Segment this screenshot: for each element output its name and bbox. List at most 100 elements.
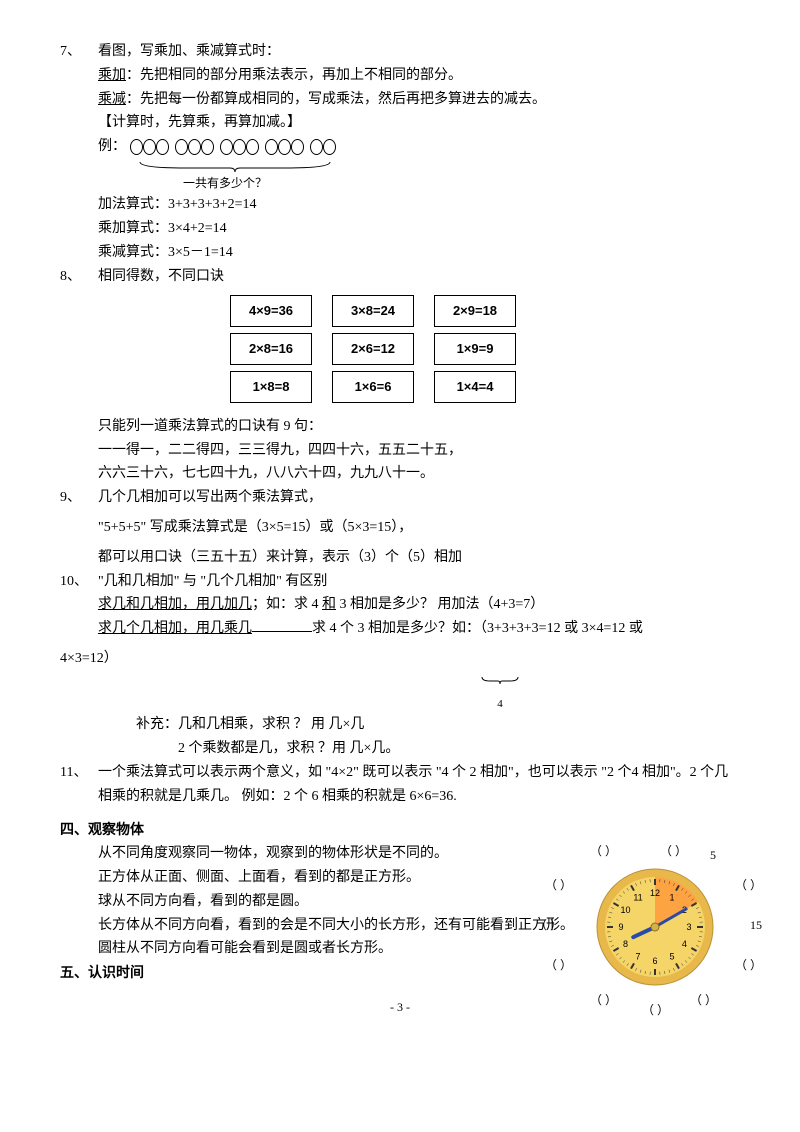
svg-text:4: 4 [682,939,687,949]
clock-p9: （ ） [690,990,717,1010]
eq3: 乘减算式：3×5－1=14 [60,241,740,265]
oval-icon [310,139,323,155]
clock-p7: （ ） [735,955,762,975]
item-9-number: 9、 [60,486,98,510]
item-11: 11、 一个乘法算式可以表示两个意义，如 "4×2" 既可以表示 "4 个 2 … [60,761,740,809]
item-9-line1: "5+5+5" 写成乘法算式是（3×5=15）或（5×3=15）， [60,516,740,540]
brace-icon [135,160,335,174]
svg-text:10: 10 [621,905,631,915]
oval-group [265,135,304,159]
oval-icon [201,139,214,155]
math-box: 3×8=24 [332,295,414,327]
math-box: 2×8=16 [230,333,312,365]
oval-icon [175,139,188,155]
math-box-row: 4×9=36 3×8=24 2×9=18 [60,295,740,327]
item-11-number: 11、 [60,761,98,809]
oval-group [130,135,169,159]
oval-group [220,135,259,159]
svg-text:9: 9 [618,922,623,932]
svg-text:3: 3 [686,922,691,932]
oval-icon [130,139,143,155]
oval-icon [291,139,304,155]
item-7-number: 7、 [60,40,98,64]
oval-icon [246,139,259,155]
clock-p6: （ ） [545,955,572,975]
math-box: 1×4=4 [434,371,516,403]
l3t: 求 4 个 3 相加是多少？如：（3+3+3+3=12 或 3×4=12 或 [312,621,643,636]
item-10-line4: 4×3=12） [60,647,740,671]
clock-p8: （ ） [590,990,617,1010]
item-9-line2: 都可以用口诀（三五十五）来计算，表示（3）个（5）相加 [60,546,740,570]
item-8-line2: 一一得一，二二得四，三三得九，四四十六，五五二十五， [60,439,740,463]
example-label: 例： [98,139,126,154]
add-text: ：先把相同的部分用乘法表示，再加上不相同的部分。 [126,68,462,83]
supp2: 2 个乘数都是几，求积 ？用 几×几。 [60,737,740,761]
math-box: 2×9=18 [434,295,516,327]
small-brace-icon [480,676,520,686]
item-9: 9、 几个几相加可以写出两个乘法算式， [60,486,740,510]
oval-icon [156,139,169,155]
supp1: 补充：几和几相乘，求积 ？ 用 几×几 [60,713,740,737]
oval-icon [278,139,291,155]
oval-icon [323,139,336,155]
math-box-row: 2×8=16 2×6=12 1×9=9 [60,333,740,365]
clock-p5: （ ） [535,915,562,935]
oval-group [310,135,336,159]
oval-icon [188,139,201,155]
blank-underline [252,631,312,632]
oval-icon [265,139,278,155]
clock-p10: （ ） [642,1000,669,1020]
brace-row [60,159,740,173]
l2t: ；如：求 4 [252,597,322,612]
math-box: 1×9=9 [434,333,516,365]
sub-text: ：先把每一份都算成相同的，写成乘法，然后再把多算进去的减去。 [126,92,546,107]
item-7-add: 乘加：先把相同的部分用乘法表示，再加上不相同的部分。 [60,64,740,88]
example-row: 例： [60,135,740,159]
page-number: - 3 - [390,997,410,1017]
item-8: 8、 相同得数，不同口诀 [60,265,740,289]
math-grid: 4×9=36 3×8=24 2×9=18 2×8=16 2×6=12 1×9=9 1×8=8… [60,295,740,403]
svg-text:8: 8 [623,939,628,949]
item-7: 7、 看图，写乘加、乘减算式时： [60,40,740,64]
item-10: 10、 "几和几相加" 与 "几个几相加" 有区别 [60,570,740,594]
item-7-sub: 乘减：先把每一份都算成相同的，写成乘法，然后再把多算进去的减去。 [60,88,740,112]
svg-text:12: 12 [650,888,660,898]
clock-p1: （ ） [590,841,617,861]
l3u: 求几个几相加，用几乘几 [98,621,252,636]
math-box: 4×9=36 [230,295,312,327]
clock-p2: （ ） [660,841,687,861]
item-10-line3: 求几个几相加，用几乘几 求 4 个 3 相加是多少？如：（3+3+3+3=12 或… [60,617,740,641]
clock-icon: 123456789101112 [570,845,740,1005]
eq1: 加法算式：3+3+3+3+2=14 [60,193,740,217]
section-4-title: 四、观察物体 [60,818,740,842]
l2t2: 3 相加是多少？ 用加法（4+3=7） [336,597,544,612]
item-10-number: 10、 [60,570,98,594]
eq2: 乘加算式：3×4+2=14 [60,217,740,241]
math-box: 2×6=12 [332,333,414,365]
svg-text:1: 1 [669,893,674,903]
clock-wrap: 5 15 （ ） （ ） （ ） （ ） （ ） （ ） （ ） （ ） （ ）… [570,845,770,1015]
clock-p3: （ ） [545,875,572,895]
oval-icon [220,139,233,155]
svg-text:7: 7 [635,952,640,962]
math-box: 1×8=8 [230,371,312,403]
item-11-text: 一个乘法算式可以表示两个意义，如 "4×2" 既可以表示 "4 个 2 相加"，… [98,761,740,809]
clock-n5: 5 [710,845,716,865]
calc-note: 【计算时，先算乘，再算加减。】 [60,111,740,135]
sub-label: 乘减 [98,92,126,107]
clock-n15: 15 [750,915,762,935]
oval-group [175,135,214,159]
item-8-number: 8、 [60,265,98,289]
svg-text:5: 5 [669,952,674,962]
small-brace-row: 4 [60,671,740,713]
item-9-title: 几个几相加可以写出两个乘法算式， [98,486,740,510]
brace-label: 一共有多少个？ [60,173,315,193]
clock-p4: （ ） [735,875,762,895]
math-box-row: 1×8=81×6=61×4=4 [60,371,740,403]
oval-icon [143,139,156,155]
svg-text:6: 6 [652,956,657,966]
l2u2: 和 [322,597,336,612]
item-10-line2: 求几和几相加，用几加几；如：求 4 和 3 相加是多少？ 用加法（4+3=7） [60,593,740,617]
oval-icon [233,139,246,155]
item-8-line1: 只能列一道乘法算式的口诀有 9 句： [60,415,740,439]
